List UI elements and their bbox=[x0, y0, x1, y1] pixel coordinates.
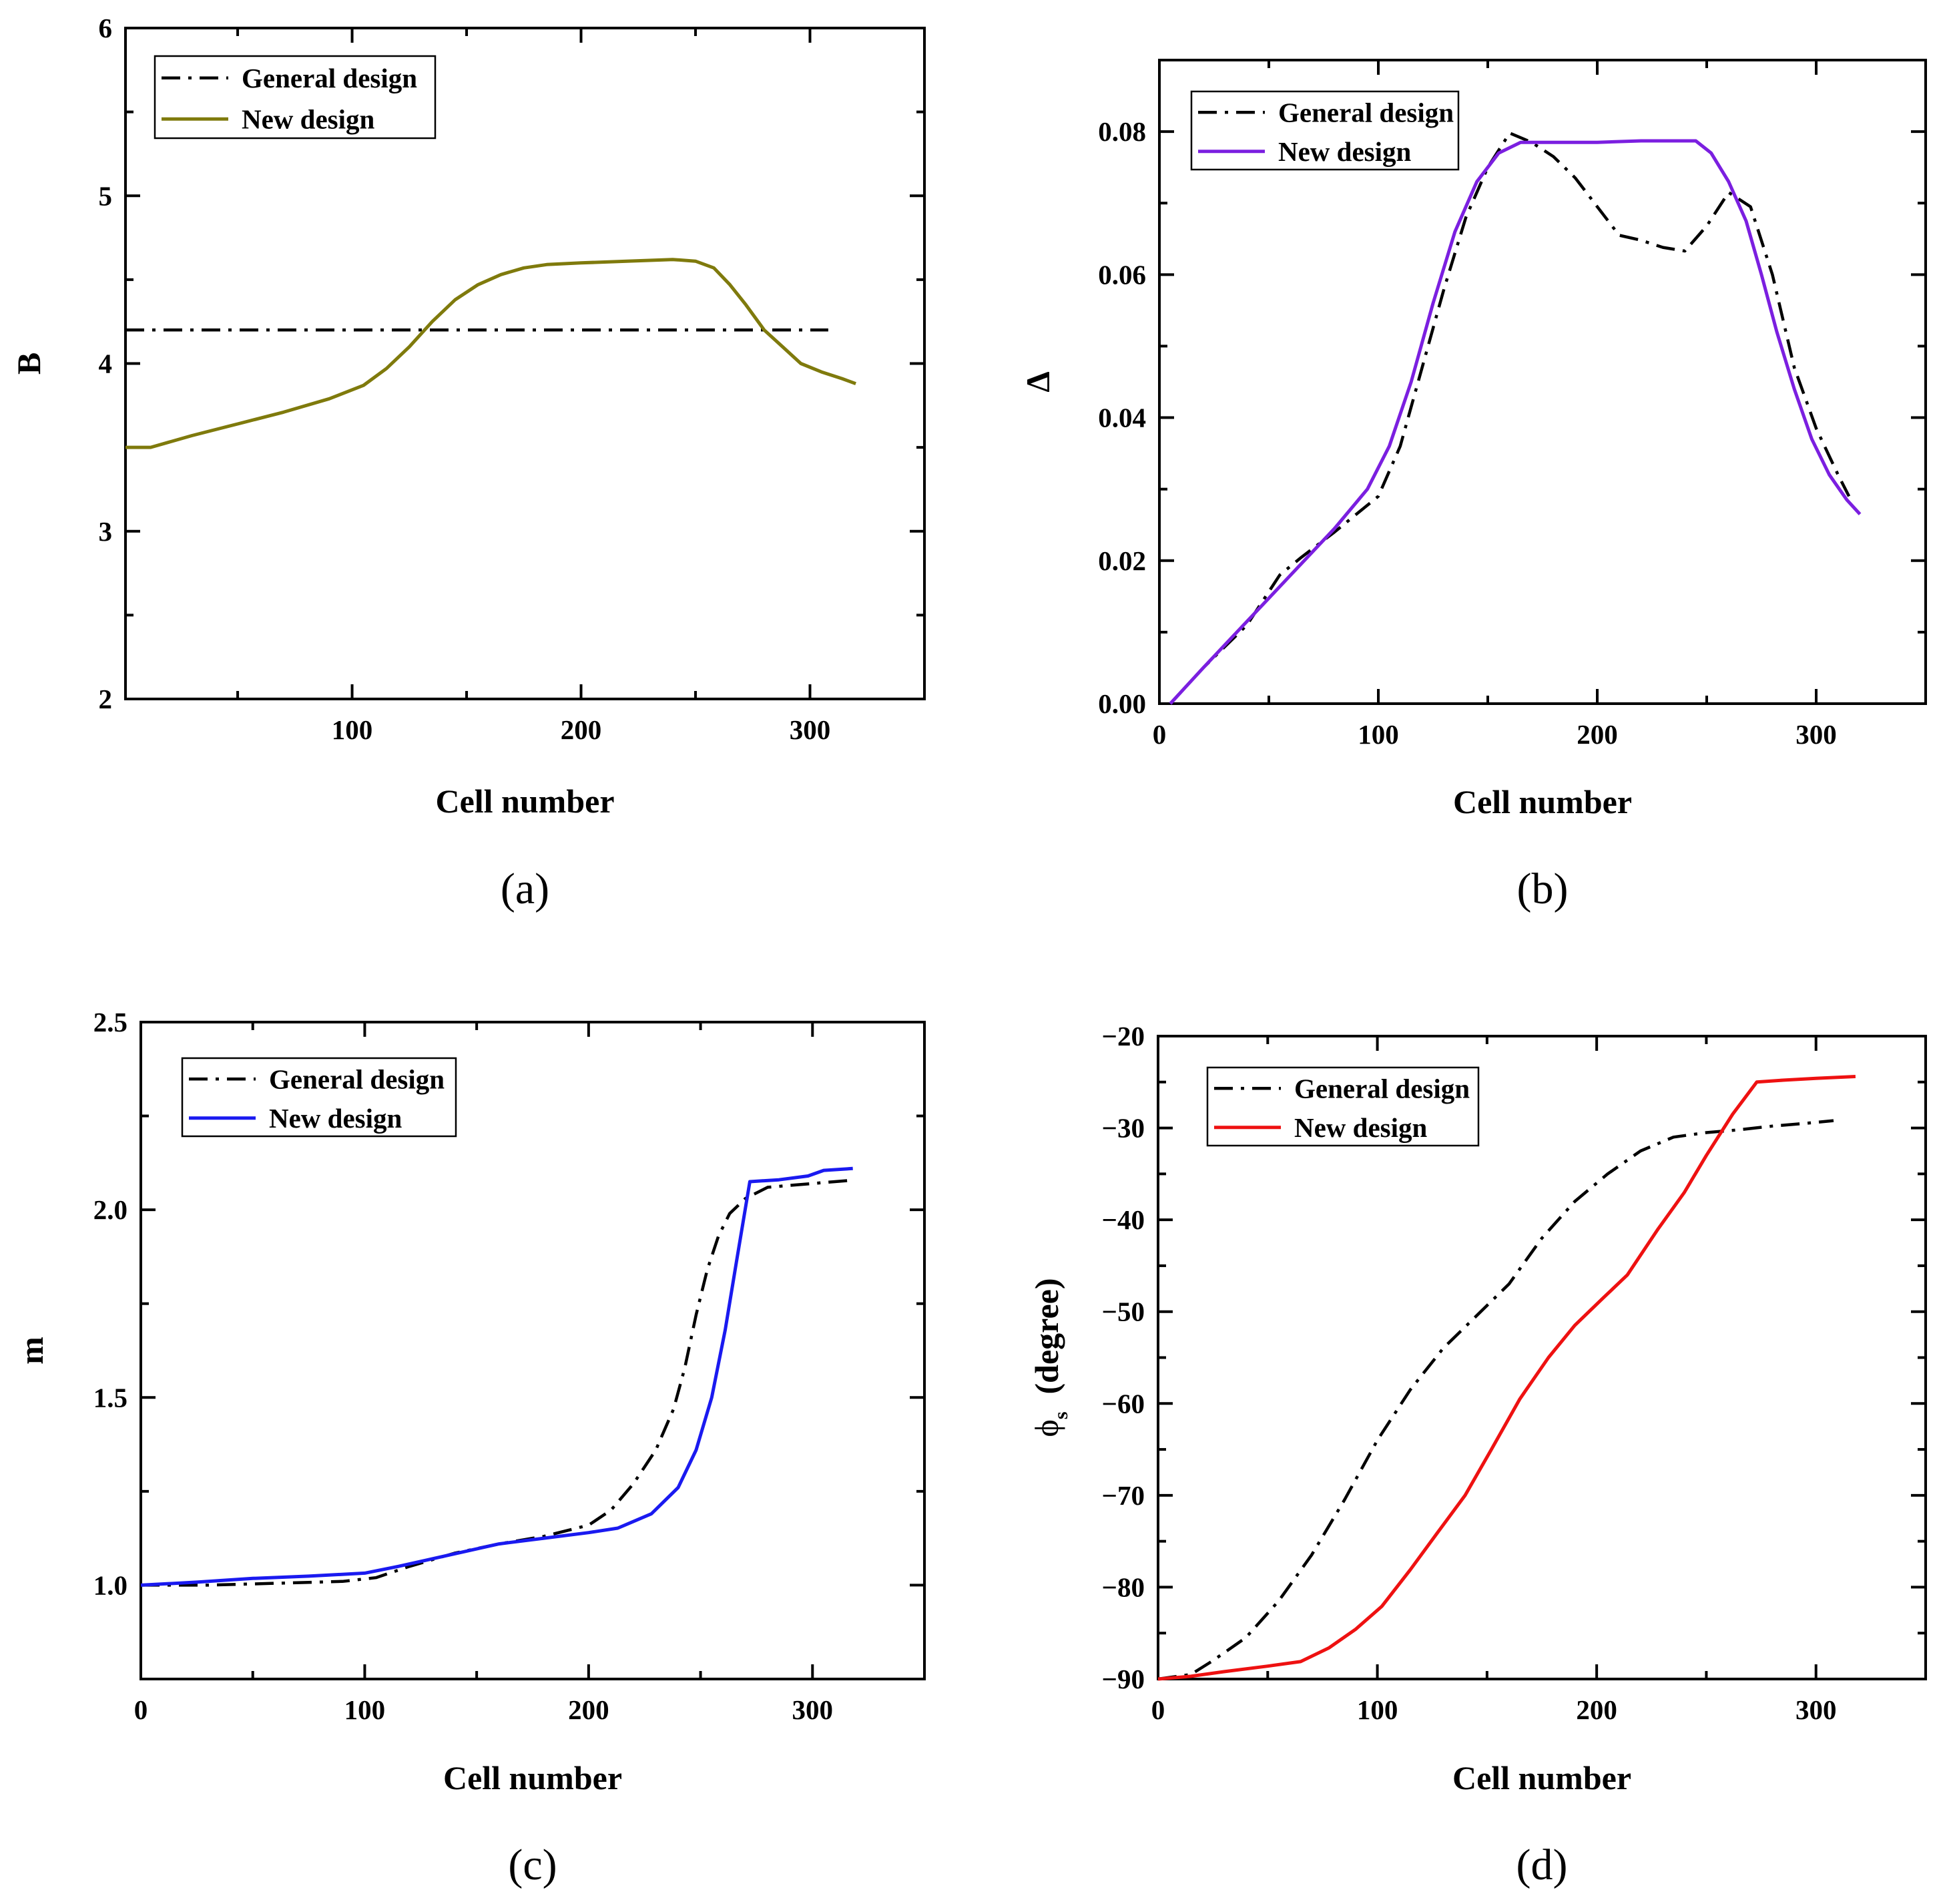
y-tick-label: 2.0 bbox=[93, 1194, 127, 1225]
y-axis-title: m bbox=[13, 1337, 50, 1365]
y-tick-label: 1.5 bbox=[93, 1382, 127, 1413]
y-tick-label: 0.00 bbox=[1098, 688, 1146, 719]
panel-label: (a) bbox=[501, 865, 549, 913]
y-tick-label: 0.02 bbox=[1098, 545, 1146, 576]
y-tick-label: 5 bbox=[99, 180, 113, 211]
series-line-new-design bbox=[1169, 139, 1862, 705]
legend-label: New design bbox=[269, 1103, 402, 1134]
series-line-general-design bbox=[1157, 1119, 1834, 1681]
y-tick-label: −50 bbox=[1102, 1296, 1145, 1327]
legend-label: General design bbox=[242, 63, 417, 93]
y-tick-label: 0.06 bbox=[1098, 259, 1146, 290]
y-axis-title: Δ bbox=[1019, 371, 1057, 392]
y-tick-label: −40 bbox=[1102, 1204, 1145, 1235]
legend-box bbox=[154, 55, 437, 140]
x-tick-label: 200 bbox=[561, 714, 602, 745]
x-tick-label: 0 bbox=[134, 1694, 148, 1725]
x-tick-label: 300 bbox=[1795, 1694, 1837, 1725]
x-axis-title: Cell number bbox=[1453, 783, 1632, 820]
y-tick-label: −80 bbox=[1102, 1572, 1145, 1602]
y-tick-label: −30 bbox=[1102, 1113, 1145, 1144]
plot-frame bbox=[1158, 59, 1927, 705]
y-tick-label: 2.5 bbox=[93, 1007, 127, 1037]
series-line-new-design bbox=[125, 258, 856, 449]
series-line-general-design bbox=[141, 1179, 849, 1587]
y-tick-label: 4 bbox=[99, 348, 113, 379]
y-tick-label: −60 bbox=[1102, 1388, 1145, 1419]
x-tick-label: 0 bbox=[1153, 719, 1167, 750]
legend-label: General design bbox=[1278, 97, 1454, 128]
y-tick-label: 0.08 bbox=[1098, 116, 1146, 147]
y-tick-label: −70 bbox=[1102, 1480, 1145, 1511]
y-tick-label: 6 bbox=[99, 13, 113, 43]
chart-panel-1: 100 200 300 2 3 4 5 6 Cell number B (a) General des… bbox=[10, 13, 926, 913]
y-tick-label: 3 bbox=[99, 516, 113, 547]
x-axis-title: Cell number bbox=[443, 1759, 622, 1797]
legend-label: General design bbox=[1294, 1073, 1470, 1104]
y-tick-label: −90 bbox=[1102, 1664, 1145, 1694]
x-tick-label: 100 bbox=[1358, 719, 1399, 750]
y-tick-label: 1.0 bbox=[93, 1570, 127, 1600]
x-tick-label: 200 bbox=[1577, 719, 1618, 750]
y-axis-title: ϕs(degree) bbox=[1028, 1278, 1072, 1437]
legend-box bbox=[181, 1057, 457, 1138]
legend-box bbox=[1190, 90, 1460, 171]
x-tick-label: 300 bbox=[792, 1694, 834, 1725]
x-axis-title: Cell number bbox=[435, 782, 614, 820]
chart-panel-2: 0 100 200 300 0.00 0.02 0.04 0.06 0.08 Cell numbe… bbox=[1019, 59, 1927, 913]
legend-box bbox=[1206, 1066, 1480, 1147]
legend: General design New design bbox=[181, 1057, 457, 1138]
legend-label: New design bbox=[1278, 136, 1412, 167]
x-tick-label: 300 bbox=[1795, 719, 1837, 750]
legend: General design New design bbox=[1206, 1066, 1480, 1147]
x-tick-label: 100 bbox=[1357, 1694, 1398, 1725]
x-tick-label: 200 bbox=[568, 1694, 609, 1725]
panel-label: (c) bbox=[508, 1841, 557, 1889]
y-tick-label: 0.04 bbox=[1098, 403, 1146, 433]
x-axis-title: Cell number bbox=[1452, 1759, 1631, 1797]
chart-panel-4: 0 100 200 300 −90 −80 −70 −60 −50 −40 −30 −20 Cell n… bbox=[1028, 1021, 1927, 1889]
x-tick-label: 200 bbox=[1576, 1694, 1617, 1725]
y-tick-label: −20 bbox=[1102, 1021, 1145, 1051]
legend-label: General design bbox=[269, 1063, 445, 1094]
series-line-new-design bbox=[1157, 1075, 1856, 1681]
series-line-general-design bbox=[1169, 132, 1851, 705]
panel-label: (b) bbox=[1517, 865, 1569, 913]
panel-label: (d) bbox=[1516, 1841, 1568, 1889]
series-line-new-design bbox=[140, 1166, 853, 1587]
x-tick-label: 0 bbox=[1151, 1694, 1165, 1725]
legend: General design New design bbox=[1190, 90, 1460, 171]
x-tick-label: 100 bbox=[344, 1694, 386, 1725]
x-tick-label: 300 bbox=[790, 714, 831, 745]
x-tick-label: 100 bbox=[332, 714, 373, 745]
y-tick-label: 2 bbox=[99, 684, 113, 714]
legend: General design New design bbox=[154, 55, 437, 140]
legend-label: New design bbox=[1294, 1112, 1428, 1143]
y-axis-title: B bbox=[10, 352, 47, 375]
plot-frame bbox=[140, 1021, 926, 1680]
legend-label: New design bbox=[242, 103, 375, 134]
chart-panel-3: 0 100 200 300 1.0 1.5 2.0 2.5 Cell number m (c) Gen… bbox=[13, 1007, 926, 1889]
